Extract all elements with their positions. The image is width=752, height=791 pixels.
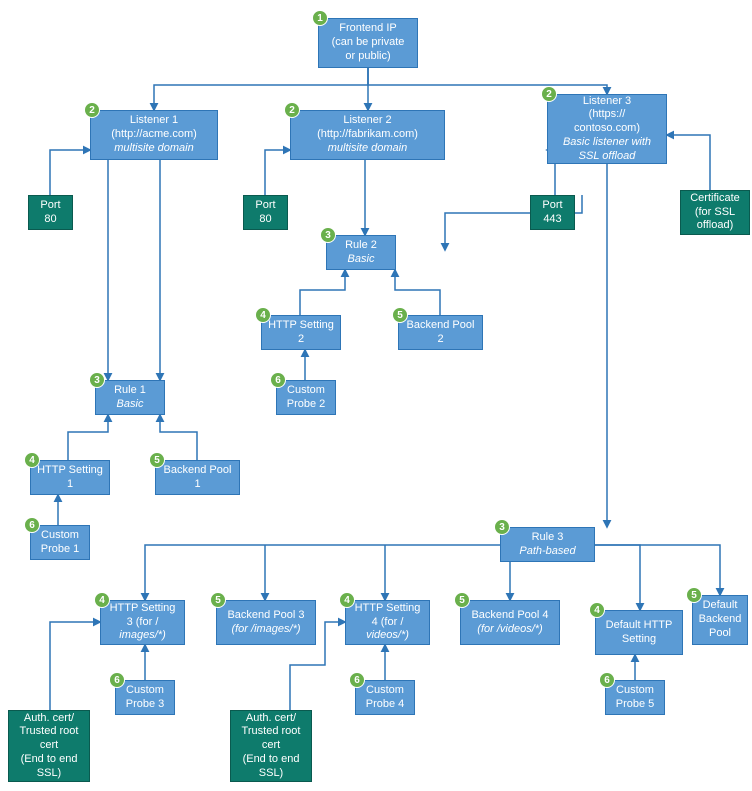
badge-rule2: 3 xyxy=(320,227,336,243)
badge-httpset2: 4 xyxy=(255,307,271,323)
node-bpool4: Backend Pool 4(for /videos/*) xyxy=(460,600,560,645)
badge-probe3: 6 xyxy=(109,672,125,688)
edge xyxy=(50,150,90,195)
badge-httpset1: 4 xyxy=(24,452,40,468)
node-probe4: CustomProbe 4 xyxy=(355,680,415,715)
badge-probe2: 6 xyxy=(270,372,286,388)
node-listener2: Listener 2(http://fabrikam.com)multisite… xyxy=(290,110,445,160)
edge xyxy=(160,415,197,460)
badge-defpool: 5 xyxy=(686,587,702,603)
node-probe1: CustomProbe 1 xyxy=(30,525,90,560)
badge-rule3: 3 xyxy=(494,519,510,535)
node-httpset2: HTTP Setting2 xyxy=(261,315,341,350)
node-probe2: CustomProbe 2 xyxy=(276,380,336,415)
badge-bpool4: 5 xyxy=(454,592,470,608)
badge-probe5: 6 xyxy=(599,672,615,688)
node-cert: Certificate(for SSLoffload) xyxy=(680,190,750,235)
badge-defhttp: 4 xyxy=(589,602,605,618)
node-frontend: Frontend IP(can be privateor public) xyxy=(318,18,418,68)
badge-httpset3: 4 xyxy=(94,592,110,608)
edge xyxy=(265,150,290,195)
node-rule1: Rule 1Basic xyxy=(95,380,165,415)
node-probe5: CustomProbe 5 xyxy=(605,680,665,715)
node-port80b: Port80 xyxy=(243,195,288,230)
badge-bpool3: 5 xyxy=(210,592,226,608)
badge-listener3: 2 xyxy=(541,86,557,102)
node-defhttp: Default HTTPSetting xyxy=(595,610,683,655)
badge-listener2: 2 xyxy=(284,102,300,118)
node-rule2: Rule 2Basic xyxy=(326,235,396,270)
badge-probe4: 6 xyxy=(349,672,365,688)
edge xyxy=(154,68,368,110)
badge-probe1: 6 xyxy=(24,517,40,533)
node-bpool1: Backend Pool1 xyxy=(155,460,240,495)
edge xyxy=(368,68,607,94)
badge-bpool2: 5 xyxy=(392,307,408,323)
edge xyxy=(595,545,640,610)
node-httpset1: HTTP Setting1 xyxy=(30,460,110,495)
badge-frontend: 1 xyxy=(312,10,328,26)
edge xyxy=(145,545,500,600)
edge xyxy=(50,622,100,710)
node-authcert1: Auth. cert/Trusted rootcert(End to endSS… xyxy=(8,710,90,782)
badge-rule1: 3 xyxy=(89,372,105,388)
badge-httpset4: 4 xyxy=(339,592,355,608)
edge xyxy=(595,545,720,595)
node-bpool2: Backend Pool2 xyxy=(398,315,483,350)
badge-listener1: 2 xyxy=(84,102,100,118)
badge-bpool1: 5 xyxy=(149,452,165,468)
node-authcert2: Auth. cert/Trusted rootcert(End to endSS… xyxy=(230,710,312,782)
node-probe3: CustomProbe 3 xyxy=(115,680,175,715)
node-port443: Port443 xyxy=(530,195,575,230)
node-defpool: DefaultBackendPool xyxy=(692,595,748,645)
node-port80a: Port80 xyxy=(28,195,73,230)
edge xyxy=(68,415,108,460)
flowchart-canvas: Frontend IP(can be privateor public)1 Lis… xyxy=(0,0,752,791)
node-bpool3: Backend Pool 3(for /images/*) xyxy=(216,600,316,645)
edge xyxy=(667,135,710,190)
node-listener3: Listener 3(https://contoso.com)Basic lis… xyxy=(547,94,667,164)
node-httpset4: HTTP Setting4 (for /videos/*) xyxy=(345,600,430,645)
node-httpset3: HTTP Setting3 (for /images/*) xyxy=(100,600,185,645)
node-rule3: Rule 3Path-based xyxy=(500,527,595,562)
node-listener1: Listener 1(http://acme.com)multisite dom… xyxy=(90,110,218,160)
edge xyxy=(300,270,345,315)
